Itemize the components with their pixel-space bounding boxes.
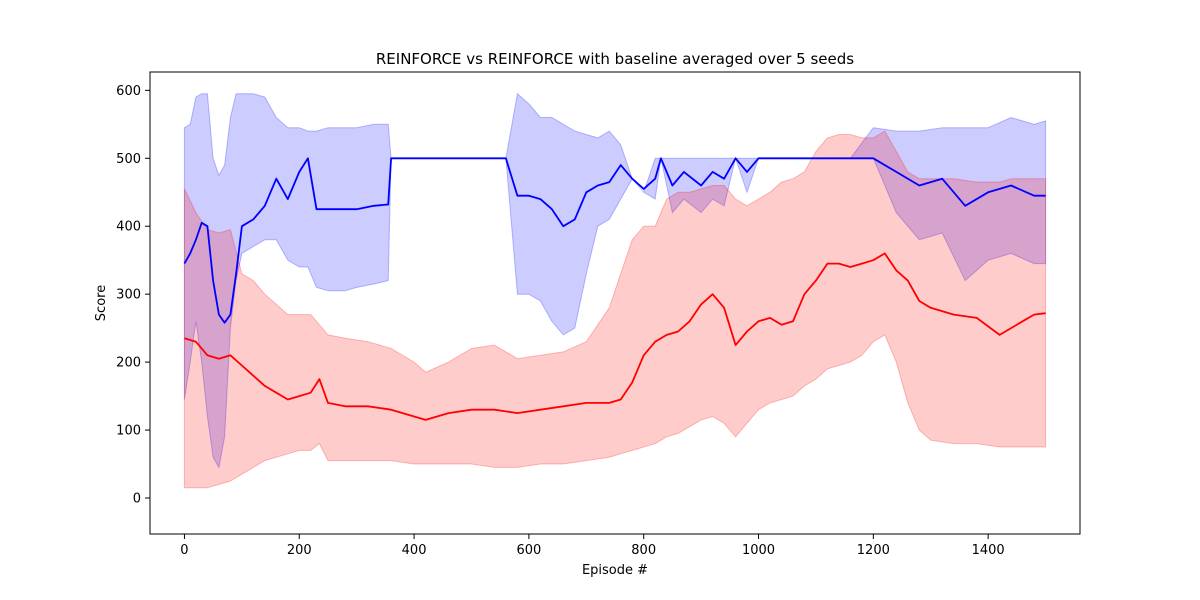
plot-frame <box>149 71 1081 535</box>
y-tick-label: 300 <box>116 288 141 303</box>
y-axis-title: Score <box>94 285 109 321</box>
x-tick-label: 1000 <box>742 543 775 558</box>
y-tick-label: 0 <box>133 491 141 506</box>
series-2-band <box>183 130 1047 489</box>
chart-title: REINFORCE vs REINFORCE with baseline ave… <box>376 50 854 68</box>
y-tick-label: 100 <box>116 424 141 439</box>
series-2-line <box>184 252 1046 421</box>
plot-area <box>150 72 1080 534</box>
x-tick-label: 800 <box>631 543 656 558</box>
x-tick-label: 0 <box>180 543 188 558</box>
y-tick-label: 400 <box>116 220 141 235</box>
x-tick-label: 600 <box>516 543 541 558</box>
x-tick-label: 1400 <box>972 543 1005 558</box>
x-axis-title: Episode # <box>582 563 648 578</box>
series-1-band <box>183 92 1047 469</box>
x-axis: 0 200 400 600 800 1000 1200 1400 <box>180 534 1005 558</box>
x-tick-label: 400 <box>402 543 427 558</box>
band-layer <box>183 92 1047 489</box>
line-layer <box>183 157 1046 421</box>
y-tick-label: 600 <box>116 84 141 99</box>
y-axis: 0 100 200 300 400 500 600 <box>116 84 150 506</box>
series-1-line <box>183 157 1046 324</box>
x-tick-label: 200 <box>287 543 312 558</box>
y-tick-label: 500 <box>116 152 141 167</box>
y-tick-label: 200 <box>116 356 141 371</box>
x-tick-label: 1200 <box>857 543 890 558</box>
